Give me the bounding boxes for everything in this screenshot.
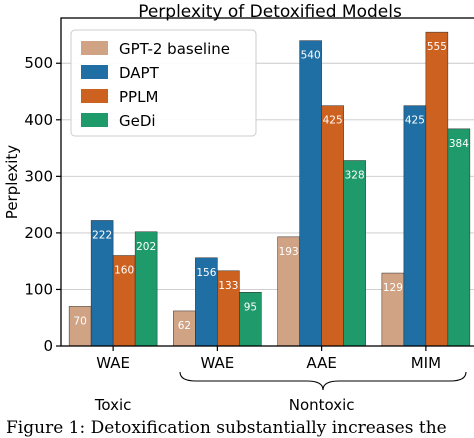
bar-value-label: 193 [279,246,299,258]
bar-value-label: 129 [383,282,403,294]
bar-value-label: 160 [114,265,134,277]
legend-label: GPT-2 baseline [119,40,230,58]
x-tick-label: WAE [201,354,235,372]
bar-value-label: 425 [323,115,343,127]
legend: GPT-2 baseline DAPT PPLM GeDi [70,29,257,137]
bar-value-label: 425 [405,115,425,127]
bar [403,105,427,347]
bar-value-label: 540 [301,50,321,62]
x-tick-label: MIM [411,354,441,372]
legend-swatch [81,89,108,103]
legend-swatch [81,41,108,55]
bar [321,105,344,347]
bar [343,160,366,347]
bar [447,128,471,347]
y-axis-label: Perplexity [3,145,21,219]
y-tick-label: 500 [24,54,53,72]
bar [425,31,449,347]
legend-swatch [81,113,108,127]
legend-label: GeDi [119,112,156,130]
figure-caption: Figure 1: Detoxification substantially i… [6,418,447,438]
legend-label: PPLM [119,88,158,106]
bar-value-label: 156 [196,267,216,279]
x-axis-ticks: WAE WAE AAE MIM [96,346,441,372]
bar-value-label: 384 [449,138,469,150]
y-tick-label: 0 [43,337,53,355]
bar-value-label: 555 [427,41,447,53]
y-tick-label: 400 [24,111,53,129]
nontoxic-group-brace [179,371,467,391]
y-tick-label: 100 [24,280,53,298]
y-axis-ticks: 0 100 200 300 400 500 [24,54,61,355]
bar-value-label: 62 [178,320,191,332]
group-label: Toxic [94,396,132,414]
x-tick-label: AAE [306,354,336,372]
plot-frame [60,17,474,347]
x-tick-label: WAE [96,354,130,372]
bar-value-label: 70 [73,315,86,327]
chart-title: Perplexity of Detoxified Models [138,2,402,22]
legend-box [70,29,257,137]
y-tick-label: 300 [24,167,53,185]
legend-label: DAPT [119,64,160,82]
bar-value-label: 222 [92,229,112,241]
perplexity-chart: Perplexity of Detoxified Models 70 222 160… [3,2,474,414]
bar-value-label: 328 [345,170,365,182]
legend-swatch [81,65,108,79]
group-labels: Toxic Nontoxic [94,396,355,414]
group-label: Nontoxic [289,396,355,414]
bar [299,40,322,347]
bar-value-label: 202 [136,241,156,253]
bar-value-label: 133 [218,280,238,292]
bar-value-label: 95 [244,301,257,313]
y-tick-label: 200 [24,224,53,242]
